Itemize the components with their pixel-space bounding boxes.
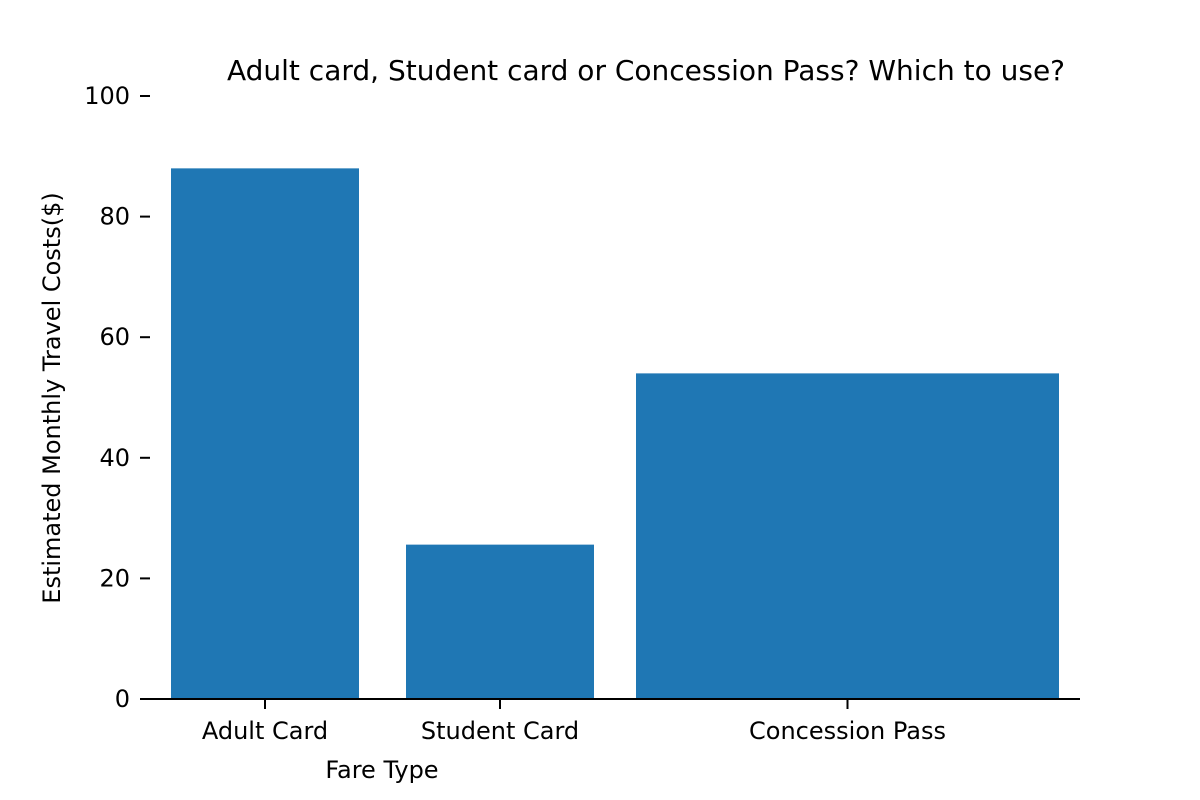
bars-group	[171, 168, 1059, 700]
bar-adult-card	[171, 168, 359, 700]
bar-student-card	[406, 544, 594, 699]
y-tick-label: 80	[99, 203, 130, 231]
y-tick-label: 20	[99, 564, 130, 592]
y-tick-label: 60	[99, 323, 130, 351]
y-axis: 0 20 40 60 80 100	[84, 82, 150, 713]
x-axis: Adult Card Student Card Concession Pass	[140, 698, 1080, 745]
chart-title: Adult card, Student card or Concession P…	[227, 54, 1065, 87]
x-tick-label: Adult Card	[202, 717, 328, 745]
x-tick-label: Student Card	[421, 717, 579, 745]
y-tick-label: 0	[115, 685, 130, 713]
x-tick-label: Concession Pass	[749, 717, 946, 745]
bar-concession-pass	[636, 373, 1059, 699]
y-tick-label: 100	[84, 82, 130, 110]
x-axis-title: Fare Type	[325, 756, 438, 784]
y-tick-label: 40	[99, 444, 130, 472]
y-axis-title: Estimated Monthly Travel Costs($)	[38, 192, 66, 603]
